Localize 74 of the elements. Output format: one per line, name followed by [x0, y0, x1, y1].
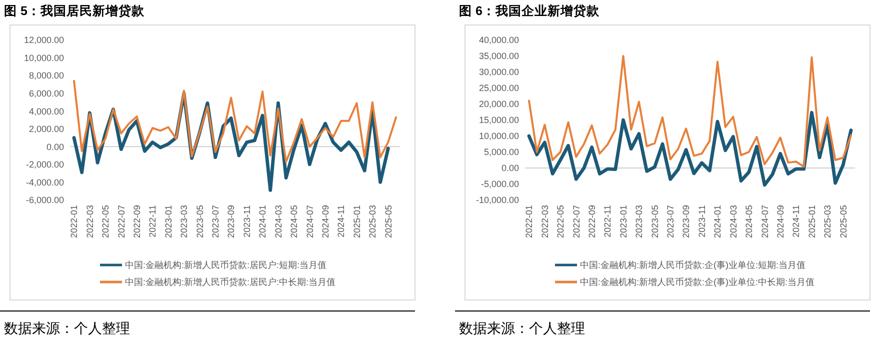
x-tick-label: 2023-09: [681, 205, 692, 238]
x-tick-label: 2024-05: [744, 205, 754, 238]
y-tick-label: 40,000.00: [478, 35, 519, 46]
line-series: [73, 80, 397, 163]
x-tick-label: 2024-03: [273, 205, 284, 238]
y-tick-label: 12,000.00: [24, 35, 64, 46]
x-tick-label: 2022-09: [132, 205, 142, 238]
x-tick-label: 2024-09: [775, 205, 786, 238]
x-tick-label: 2023-11: [696, 205, 707, 238]
y-tick-label: 30,000.00: [478, 67, 519, 78]
x-tick-label: 2023-07: [666, 205, 676, 238]
y-tick-label: -2,000.00: [26, 160, 64, 170]
y-tick-label: 5,000.00: [484, 147, 519, 158]
x-tick-label: 2024-09: [320, 205, 330, 238]
x-tick-label: 2024-07: [304, 205, 315, 238]
source-note: 数据来源：个人整理: [459, 320, 585, 336]
chart-title: 图 5：我国居民新增贷款: [4, 3, 146, 18]
y-tick-label: -6,000.00: [26, 195, 64, 206]
y-tick-label: -5,000.00: [480, 179, 519, 190]
y-tick-label: 15,000.00: [478, 115, 519, 126]
x-tick-label: 2024-07: [760, 205, 770, 238]
line-series: [527, 110, 853, 187]
x-tick-label: 2023-03: [634, 205, 644, 238]
y-tick-label: 10,000.00: [24, 52, 64, 63]
x-tick-label: 2023-01: [163, 205, 174, 238]
x-tick-label: 2024-11: [336, 205, 346, 238]
x-tick-label: 2025-01: [806, 205, 817, 238]
x-tick-label: 2022-07: [571, 205, 582, 238]
y-tick-label: -4,000.00: [26, 177, 64, 188]
y-tick-label: 6,000.00: [28, 88, 64, 98]
x-tick-label: 2024-01: [258, 205, 268, 238]
x-tick-label: 2022-01: [69, 205, 80, 238]
x-tick-label: 2025-05: [838, 205, 848, 238]
y-tick-label: 10,000.00: [478, 131, 519, 142]
x-tick-label: 2024-05: [289, 205, 300, 238]
x-tick-label: 2022-03: [540, 205, 550, 238]
x-tick-label: 2023-01: [618, 205, 628, 238]
x-tick-label: 2024-03: [728, 205, 738, 238]
y-tick-label: 0.00: [501, 163, 519, 174]
x-tick-label: 2025-03: [368, 205, 378, 238]
y-tick-label: 35,000.00: [478, 51, 519, 62]
x-tick-label: 2023-09: [226, 205, 236, 238]
x-tick-label: 2023-07: [210, 205, 221, 238]
source-note: 数据来源：个人整理: [4, 320, 130, 336]
chart-title: 图 6：我国企业新增贷款: [459, 3, 600, 18]
x-tick-label: 2025-05: [383, 205, 394, 238]
x-tick-label: 2023-11: [242, 205, 252, 238]
legend-label: 中国:金融机构:新增人民币贷款:居民户:中长期:当月值: [125, 277, 336, 288]
x-tick-label: 2024-11: [791, 205, 802, 238]
legend-label: 中国:金融机构:新增人民币贷款:企(事)业单位:短期:当月值: [580, 260, 806, 270]
x-tick-label: 2023-05: [650, 205, 660, 238]
x-tick-label: 2023-03: [179, 205, 190, 238]
x-tick-label: 2025-03: [822, 205, 833, 238]
y-tick-label: -10,000.00: [476, 195, 519, 206]
y-tick-label: 4,000.00: [28, 106, 64, 116]
x-tick-label: 2024-01: [712, 205, 723, 238]
line-series: [528, 55, 852, 168]
y-tick-label: 0.00: [46, 142, 64, 152]
x-tick-label: 2022-11: [602, 205, 613, 238]
x-tick-label: 2023-05: [194, 205, 205, 238]
x-tick-label: 2022-01: [524, 205, 534, 238]
y-tick-label: 8,000.00: [28, 70, 64, 81]
x-tick-label: 2022-03: [84, 205, 95, 238]
x-tick-label: 2022-07: [116, 205, 126, 238]
x-tick-label: 2025-01: [352, 205, 362, 238]
y-tick-label: 20,000.00: [478, 99, 519, 110]
x-tick-label: 2022-11: [148, 205, 158, 238]
x-tick-label: 2022-09: [586, 205, 597, 238]
x-tick-label: 2022-05: [556, 205, 566, 238]
legend-label: 中国:金融机构:新增人民币贷款:企(事)业单位:中长期:当月值: [580, 277, 814, 288]
y-tick-label: 25,000.00: [478, 83, 519, 94]
x-tick-label: 2022-05: [100, 205, 111, 238]
legend-label: 中国:金融机构:新增人民币贷款:居民户:短期:当月值: [125, 260, 327, 270]
y-tick-label: 2,000.00: [28, 124, 64, 134]
